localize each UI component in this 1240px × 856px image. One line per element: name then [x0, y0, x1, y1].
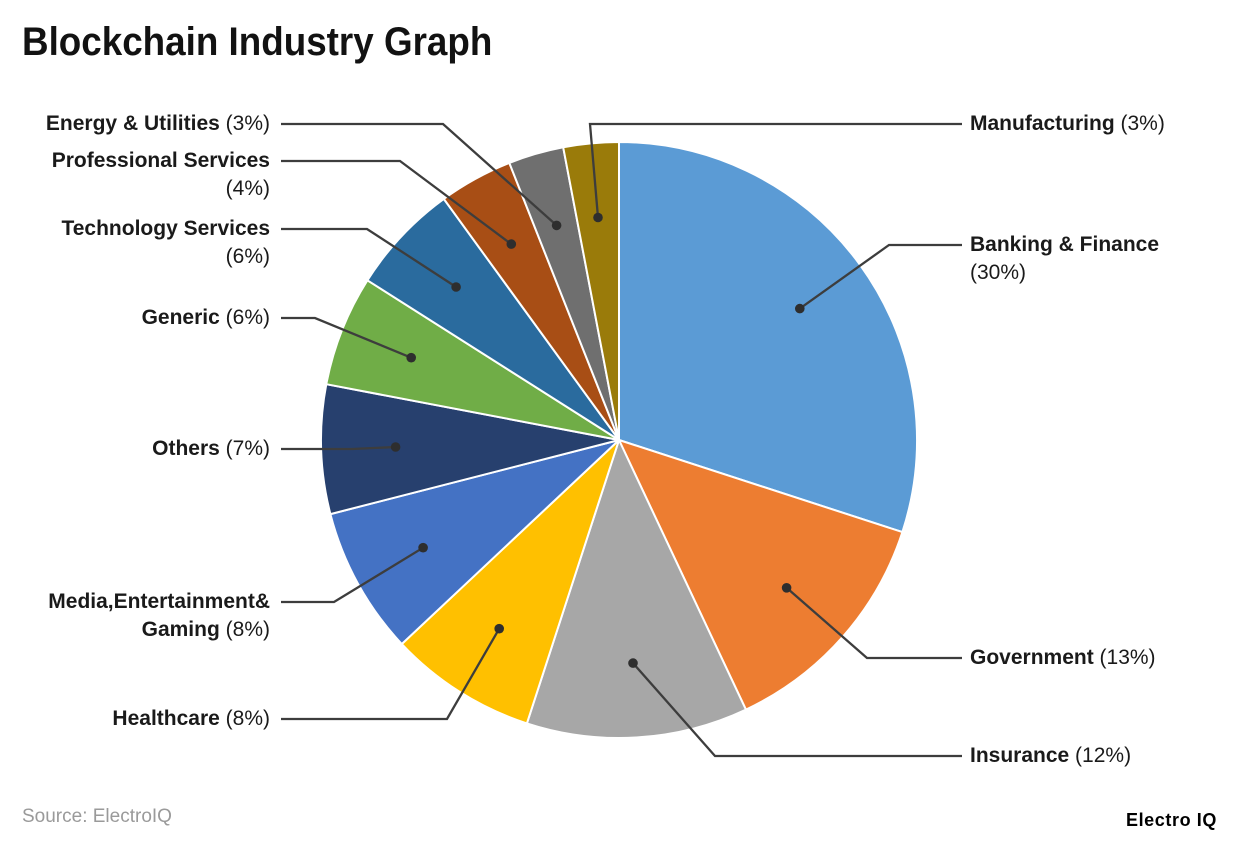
leader-dot-generic [406, 352, 417, 363]
label-media-entertainment-gaming: Media,Entertainment& Gaming (8%) [48, 590, 270, 641]
brand-logo: Electro IQ [1125, 810, 1217, 830]
leader-dot-banking-finance [795, 303, 805, 314]
label-others: Others (7%) [152, 437, 270, 460]
leader-dot-others [390, 442, 401, 452]
leader-line-healthcare [281, 628, 501, 721]
pie-slice-healthcare [400, 439, 620, 725]
label-insurance: Insurance (12%) [970, 744, 1132, 767]
label-banking-finance: Banking & Finance (30%) [970, 233, 1160, 284]
label-energy-utilities: Energy & Utilities (3%) [45, 112, 270, 135]
leader-dot-manufacturing [593, 212, 603, 223]
leader-line-professional-services [281, 159, 512, 246]
leader-line-government [785, 586, 962, 660]
leader-line-insurance [632, 662, 962, 758]
label-technology-services: Technology Services (6%) [61, 217, 270, 268]
label-government: Government (13%) [970, 646, 1156, 669]
leader-dot-media-entertainment-gaming [418, 542, 428, 553]
source-text: Source: ElectroIQ [22, 806, 172, 827]
label-professional-services: Professional Services (4%) [51, 149, 270, 200]
leader-line-manufacturing [588, 122, 962, 218]
pie-slice-media-entertainment-gaming [329, 439, 620, 645]
leader-dot-professional-services [506, 239, 517, 249]
leader-line-others [281, 445, 396, 451]
leader-line-media-entertainment-gaming [281, 546, 424, 604]
leader-dot-government [781, 583, 792, 593]
label-manufacturing: Manufacturing (3%) [970, 112, 1165, 135]
leader-dot-insurance [628, 658, 638, 668]
leader-line-technology-services [281, 227, 457, 288]
chart-title: Blockchain Industry Graph [22, 20, 493, 64]
pie-slice-insurance [525, 439, 747, 739]
leader-line-generic [281, 316, 412, 359]
label-generic: Generic (6%) [141, 306, 270, 329]
leader-dot-energy-utilities [551, 220, 562, 231]
leader-line-banking-finance [799, 243, 962, 310]
leader-dot-technology-services [451, 282, 461, 292]
label-healthcare: Healthcare (8%) [112, 707, 270, 730]
leader-dot-healthcare [494, 623, 505, 634]
leader-line-energy-utilities [281, 122, 558, 227]
